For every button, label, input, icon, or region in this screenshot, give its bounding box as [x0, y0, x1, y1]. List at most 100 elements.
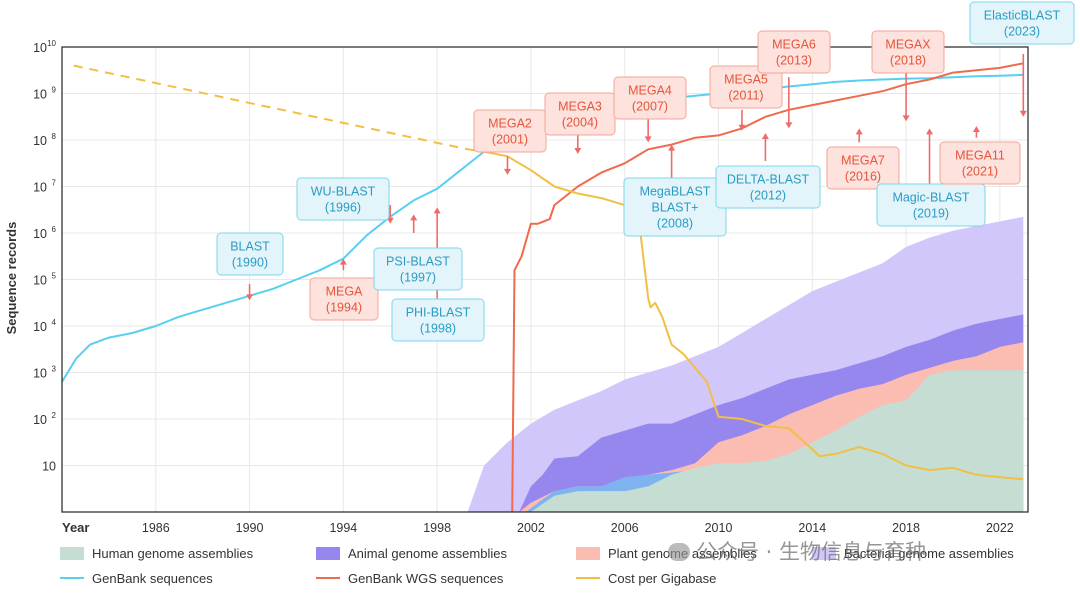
legend-label-human: Human genome assemblies: [92, 546, 254, 561]
label-box-megax: [871, 30, 945, 74]
line-cost-projection: [73, 64, 468, 151]
label-box-psi-blast: [373, 247, 463, 291]
label-box-mega7: [826, 146, 900, 190]
legend-swatch-bacterial: [812, 547, 836, 560]
y-tick-exp-6: 6: [52, 225, 57, 234]
label-box-mega11: [939, 141, 1021, 185]
label-text-mega11-1: (2021): [962, 165, 998, 179]
legend-label-wgs: GenBank WGS sequences: [348, 571, 504, 586]
legend-item-cost: Cost per Gigabase: [576, 571, 716, 586]
y-tick-9: 10: [33, 88, 47, 102]
legend-swatch-wgs: [316, 577, 340, 579]
legend-swatch-genbank: [60, 577, 84, 579]
legend-label-cost: Cost per Gigabase: [608, 571, 717, 586]
label-text-mega6-0: MEGA6: [772, 38, 816, 52]
x-tick-2018: 2018: [892, 521, 920, 535]
y-tick-exp-10: 10: [47, 39, 56, 48]
label-text-wu-blast-1: (1996): [325, 201, 361, 215]
y-tick-10: 10: [33, 41, 47, 55]
label-text-megablast-0: MegaBLAST: [640, 185, 711, 199]
wechat-icon: [668, 543, 690, 561]
label-box-magic-blast: [876, 183, 986, 227]
label-text-magic-blast-0: Magic-BLAST: [892, 191, 969, 205]
label-text-mega3-0: MEGA3: [558, 100, 602, 114]
y-tick-exp-9: 9: [52, 86, 57, 95]
x-tick-2022: 2022: [986, 521, 1014, 535]
label-text-mega-1: (1994): [326, 301, 362, 315]
arrow-head-psi-blast: [410, 214, 418, 221]
label-box-wu-blast: [296, 177, 390, 221]
label-text-mega4-1: (2007): [632, 100, 668, 114]
y-tick-4: 10: [33, 320, 47, 334]
label-box-phi-blast: [391, 298, 485, 342]
x-axis-label: Year: [62, 520, 89, 535]
legend: Human genome assemblies Animal genome as…: [58, 544, 1068, 592]
arrow-head-mega5: [738, 124, 746, 131]
label-text-phi-blast-0: PHI-BLAST: [406, 306, 471, 320]
y-tick-exp-4: 4: [52, 318, 57, 327]
label-text-wu-blast-0: WU-BLAST: [311, 185, 376, 199]
y-tick-exp-7: 7: [52, 179, 57, 188]
axes: 1986 1990 1994 1998 2002 2006 2010 2014 2018 2022…: [33, 39, 1029, 535]
y-tick-3: 10: [33, 367, 47, 381]
legend-swatch-animal: [316, 547, 340, 560]
x-tick-1986: 1986: [142, 521, 170, 535]
x-tick-1994: 1994: [329, 521, 357, 535]
x-tick-2006: 2006: [611, 521, 639, 535]
legend-item-human: Human genome assemblies: [60, 546, 253, 561]
label-text-mega7-1: (2016): [845, 170, 881, 184]
y-axis-label: Sequence records: [4, 222, 19, 335]
x-tick-2002: 2002: [517, 521, 545, 535]
legend-label-bacterial: Bacterial genome assemblies: [844, 546, 1014, 561]
label-text-megablast-1: BLAST+: [652, 201, 699, 215]
label-box-mega: [309, 277, 379, 321]
label-box-mega6: [757, 30, 831, 74]
label-text-mega11-0: MEGA11: [955, 149, 1005, 163]
arrow-head-megablast: [668, 144, 676, 151]
line-cost-per-gigabase: [467, 148, 1024, 481]
arrow-head-megax: [902, 115, 910, 122]
label-box-mega4: [613, 76, 687, 120]
label-text-elasticblast-1: (2023): [1004, 25, 1040, 39]
arrow-head-phi-blast: [433, 207, 441, 214]
arrow-head-mega4: [644, 136, 652, 143]
arrow-head-blast: [246, 294, 254, 301]
label-text-mega5-1: (2011): [728, 89, 763, 103]
y-tick-exp-3: 3: [52, 365, 57, 374]
label-text-psi-blast-1: (1997): [400, 271, 436, 285]
label-text-mega4-0: MEGA4: [628, 84, 672, 98]
y-tick-exp-5: 5: [52, 272, 57, 281]
legend-item-wgs: GenBank WGS sequences: [316, 571, 503, 586]
arrow-head-mega: [339, 258, 347, 265]
label-text-mega5-0: MEGA5: [724, 73, 768, 87]
y-tick-7: 10: [33, 181, 47, 195]
label-text-blast-1: (1990): [232, 256, 268, 270]
label-text-magic-blast-1: (2019): [913, 207, 949, 221]
label-text-delta-blast-0: DELTA-BLAST: [727, 173, 810, 187]
label-text-mega-0: MEGA: [326, 285, 363, 299]
x-tick-2010: 2010: [705, 521, 733, 535]
arrow-head-mega11: [972, 126, 980, 133]
label-box-elasticblast: [969, 1, 1075, 45]
arrow-head-mega6: [785, 122, 793, 129]
arrow-head-delta-blast: [761, 133, 769, 140]
legend-swatch-plant: [576, 547, 600, 560]
area-human-genome-assemblies: [530, 370, 1024, 512]
y-tick-2: 10: [33, 413, 47, 427]
x-tick-1998: 1998: [423, 521, 451, 535]
label-text-megablast-2: (2008): [657, 217, 693, 231]
label-text-mega6-1: (2013): [776, 54, 812, 68]
label-box-delta-blast: [715, 165, 821, 209]
label-text-mega7-0: MEGA7: [841, 154, 885, 168]
legend-item-bacterial: Bacterial genome assemblies: [812, 546, 1014, 561]
arrow-head-magic-blast: [926, 128, 934, 135]
label-text-mega3-1: (2004): [562, 116, 598, 130]
x-tick-2014: 2014: [798, 521, 826, 535]
y-tick-1: 10: [42, 460, 56, 474]
label-text-blast-0: BLAST: [230, 240, 270, 254]
label-text-phi-blast-1: (1998): [420, 322, 456, 336]
legend-label-animal: Animal genome assemblies: [348, 546, 507, 561]
y-tick-5: 10: [33, 274, 47, 288]
y-tick-8: 10: [33, 134, 47, 148]
label-text-mega2-1: (2001): [492, 133, 528, 147]
